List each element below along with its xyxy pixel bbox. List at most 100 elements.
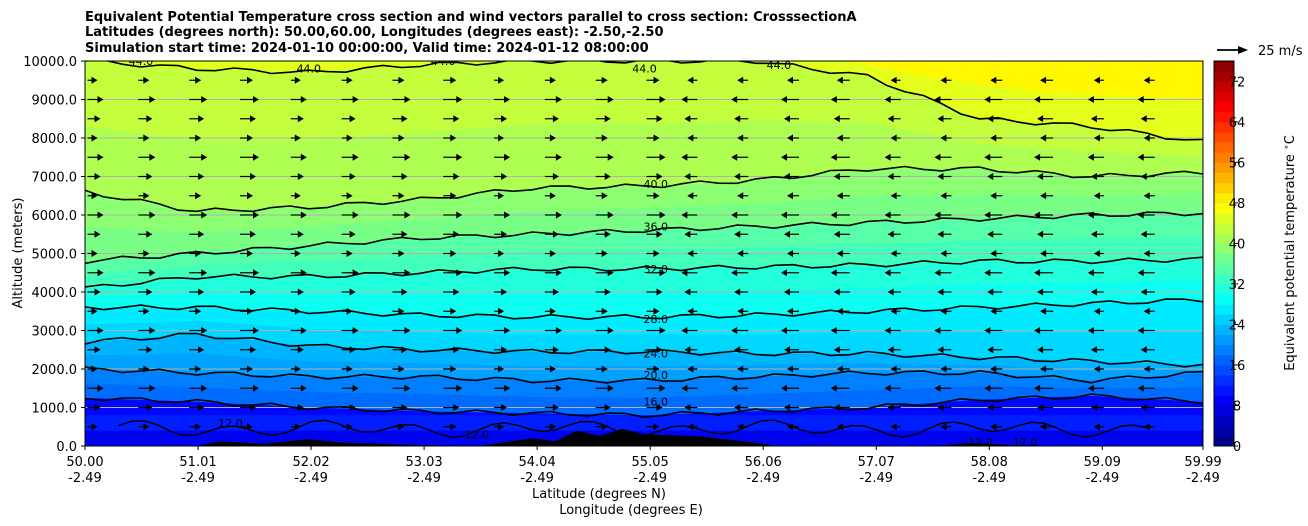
wind-vector-head xyxy=(833,404,840,411)
wind-vector-head xyxy=(143,134,150,142)
x-tick-label-longitude: -2.49 xyxy=(407,471,441,486)
wind-vector-head xyxy=(1034,384,1041,392)
wind-vector-head xyxy=(1034,96,1041,103)
y-tick-label: 5000.0 xyxy=(32,248,78,263)
wind-vector-head xyxy=(884,211,891,219)
wind-vector-head xyxy=(249,115,256,123)
wind-vector-head xyxy=(352,153,359,161)
wind-vector-head xyxy=(149,153,156,161)
wind-vector-head xyxy=(1037,230,1044,238)
wind-vector-head xyxy=(450,192,457,200)
wind-vector-head xyxy=(780,269,787,277)
wind-vector-head xyxy=(201,153,208,161)
colorbar-segment xyxy=(1214,243,1234,254)
wind-vector-head xyxy=(349,346,356,354)
wind-vector-head xyxy=(401,346,408,354)
title-line-3: Simulation start time: 2024-01-10 00:00:… xyxy=(85,41,649,56)
wind-vector-head xyxy=(401,115,408,123)
x-tick-label-latitude: 54.04 xyxy=(519,455,556,470)
wind-vector-head xyxy=(659,269,666,277)
x-tick-label-latitude: 59.99 xyxy=(1184,455,1221,470)
terrain-shape xyxy=(196,428,779,446)
x-tick-label-longitude: -2.49 xyxy=(520,471,554,486)
wind-vector-head xyxy=(404,96,411,103)
wind-vector-head xyxy=(1093,134,1100,142)
wind-vector-head xyxy=(456,327,463,334)
wind-vector-head xyxy=(604,404,611,411)
wind-vector-head xyxy=(149,269,156,277)
wind-vector-head xyxy=(349,288,356,296)
wind-vector-head xyxy=(731,211,738,219)
colorbar-tick-label: 64 xyxy=(1229,116,1246,131)
colorbar-segment xyxy=(1214,71,1234,82)
wind-vector-head xyxy=(607,384,614,392)
wind-vector-head xyxy=(737,76,744,84)
wind-vector-head xyxy=(836,134,843,142)
wind-vector-head xyxy=(1143,76,1150,84)
colorbar-segment xyxy=(1214,425,1234,437)
wind-vector-head xyxy=(884,327,891,334)
wind-vector-head xyxy=(297,173,304,180)
wind-vector-head xyxy=(737,365,744,373)
wind-vector-head xyxy=(349,230,356,238)
wind-vector-head xyxy=(294,134,301,142)
wind-vector-head xyxy=(990,250,997,257)
wind-vector-head xyxy=(659,153,666,161)
wind-vector-head xyxy=(300,153,307,161)
wind-vector-head xyxy=(830,269,837,277)
wind-vector-head xyxy=(681,96,688,103)
wind-vector-head xyxy=(349,404,356,411)
wind-vector-head xyxy=(684,288,691,296)
wind-vector-head xyxy=(195,76,202,84)
wind-vector-head xyxy=(146,288,153,296)
wind-vector-head xyxy=(401,404,408,411)
wind-vector-head xyxy=(453,173,460,180)
isolines xyxy=(85,61,1203,439)
wind-vector-head xyxy=(934,269,941,277)
wind-vector-head xyxy=(601,192,608,200)
wind-vector-head xyxy=(555,153,562,161)
wind-vector-head xyxy=(1087,153,1094,161)
wind-vector-head xyxy=(984,384,991,392)
wind-vector-head xyxy=(143,365,150,373)
wind-vector-head xyxy=(731,153,738,161)
wind-vector-head xyxy=(783,230,790,238)
wind-vector-head xyxy=(786,250,793,257)
wind-vector-head xyxy=(1090,404,1097,411)
colorbar-tick-label: 32 xyxy=(1229,278,1246,293)
wind-vector-head xyxy=(94,404,101,411)
wind-vector-head xyxy=(1137,269,1144,277)
wind-vector-head xyxy=(687,307,694,315)
wind-vector-head xyxy=(687,192,694,200)
colorbar-segment xyxy=(1214,435,1234,447)
wind-vector-head xyxy=(934,153,941,161)
colorbar-segment xyxy=(1214,354,1234,366)
wind-vector-head xyxy=(297,404,304,411)
wind-vector-head xyxy=(653,250,660,257)
wind-vector-head xyxy=(987,173,994,180)
colorbar-segment xyxy=(1214,364,1234,376)
wind-vector-head xyxy=(401,288,408,296)
contour-label: 44.0 xyxy=(297,63,322,76)
quiver-key: 25 m/s xyxy=(1217,44,1303,59)
wind-vector-head xyxy=(833,288,840,296)
wind-vector-head xyxy=(294,423,301,431)
wind-vector-head xyxy=(684,346,691,354)
wind-vector-head xyxy=(890,423,897,431)
wind-vector-head xyxy=(404,153,411,161)
wind-vector-head xyxy=(653,423,660,431)
wind-vector-head xyxy=(146,230,153,238)
isoline-36 xyxy=(85,211,1203,265)
wind-vector-head xyxy=(887,230,894,238)
wind-vector-head xyxy=(1040,365,1047,373)
colorbar-tick-label: 56 xyxy=(1229,156,1246,171)
wind-vector-head xyxy=(294,250,301,257)
colorbar-segment xyxy=(1214,223,1234,234)
colorbar-segment xyxy=(1214,304,1234,315)
x-tick-label-longitude: -2.49 xyxy=(746,471,780,486)
wind-vector-head xyxy=(349,115,356,123)
quiver-key-arrowhead xyxy=(1238,46,1248,54)
wind-vector-head xyxy=(734,115,741,123)
wind-vector-head xyxy=(737,423,744,431)
wind-vector-head xyxy=(734,404,741,411)
